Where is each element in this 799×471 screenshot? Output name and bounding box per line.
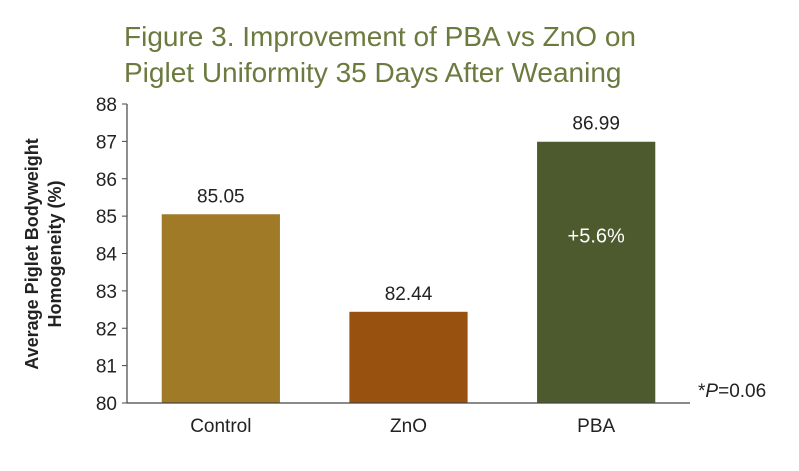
chart-title-line-1: Figure 3. Improvement of PBA vs ZnO on (124, 21, 636, 52)
y-tick-label: 83 (96, 282, 117, 303)
bar-control (161, 214, 280, 403)
y-tick-label: 85 (96, 207, 117, 228)
category-label-control: Control (190, 416, 251, 437)
chart-title-line-2: Piglet Uniformity 35 Days After Weaning (124, 57, 621, 88)
bar-pba (537, 141, 656, 403)
value-labels: 85.05 82.44 86.99 (197, 114, 620, 305)
chart-title: Figure 3. Improvement of PBA vs ZnO on P… (124, 21, 636, 88)
y-tick-label: 87 (96, 132, 117, 153)
y-axis-label-line-1: Average Piglet Bodyweight (22, 138, 42, 369)
y-axis-ticks: 80 81 82 83 84 85 86 87 88 (96, 95, 127, 415)
y-axis-label-line-2: Homogeneity (%) (45, 180, 65, 327)
y-tick-label: 84 (96, 245, 118, 266)
bars (161, 141, 656, 403)
p-value-footnote: *P=0.06 (698, 381, 766, 402)
y-tick-label: 81 (96, 357, 117, 378)
value-label-zno: 82.44 (385, 284, 433, 305)
y-tick-label: 86 (96, 170, 117, 191)
bar-zno (349, 311, 468, 403)
y-tick-label: 82 (96, 319, 117, 340)
value-label-control: 85.05 (197, 186, 245, 207)
category-labels: Control ZnO PBA (190, 416, 615, 437)
pba-improvement-label: +5.6% (568, 225, 625, 247)
value-label-pba: 86.99 (572, 114, 620, 135)
y-tick-label: 80 (96, 394, 117, 415)
category-label-pba: PBA (577, 416, 615, 437)
y-tick-label: 88 (96, 95, 117, 116)
y-axis-label: Average Piglet Bodyweight Homogeneity (%… (22, 138, 65, 369)
category-label-zno: ZnO (390, 416, 427, 437)
